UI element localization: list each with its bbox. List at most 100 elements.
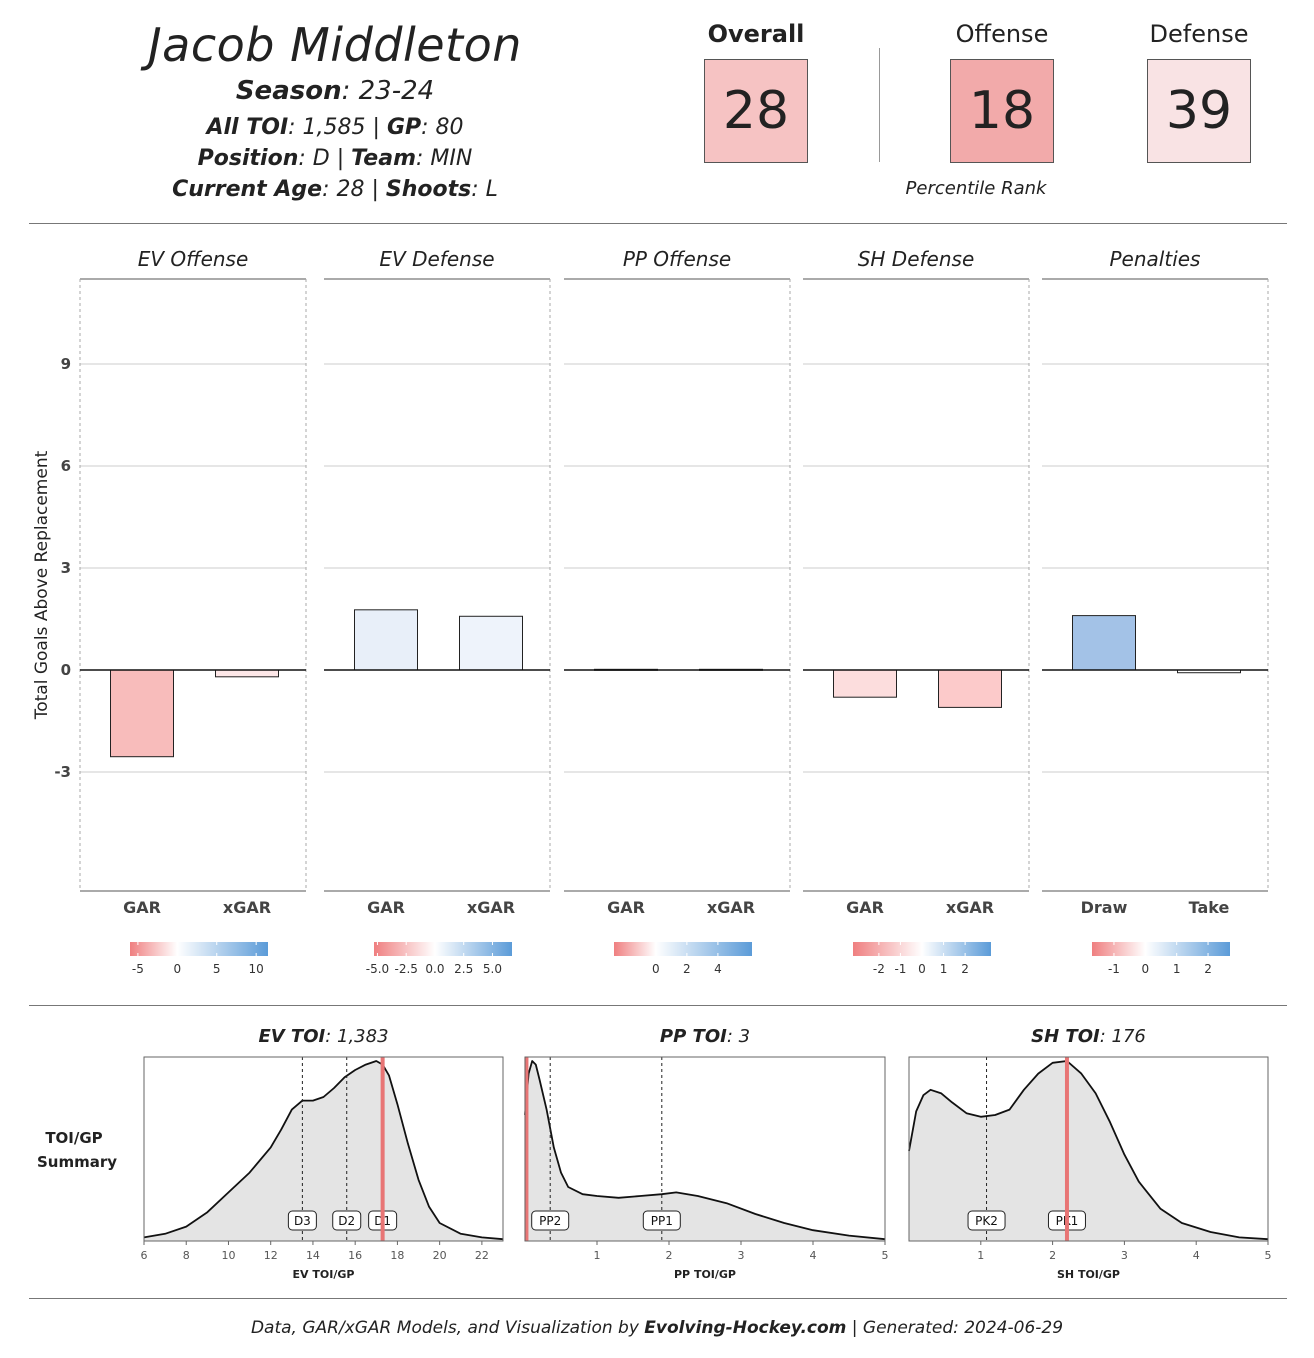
gp-label: GP <box>386 115 422 140</box>
divider-middle <box>29 1005 1287 1006</box>
gar-panel-ev-defense: EV Defense GAR xGAR -5.0 -2.5 0.0 2.5 5.0 <box>324 247 551 976</box>
x-tick-label: xGAR <box>467 898 515 917</box>
legend-tick-label: 2 <box>961 962 969 976</box>
marker-label-pp2: PP2 <box>539 1214 561 1228</box>
panel-title: Penalties <box>1110 247 1201 271</box>
toi-line: All TOI: 1,585 | GP: 80 <box>60 112 610 143</box>
x-tick-label: 5 <box>1265 1249 1272 1262</box>
density-area <box>909 1061 1268 1241</box>
footer-brand: Evolving-Hockey.com <box>644 1318 847 1338</box>
x-tick-label: 4 <box>810 1249 817 1262</box>
toi-panel-frame <box>524 1056 886 1242</box>
y-axis-title: Total Goals Above Replacement <box>32 450 52 720</box>
player-info: Jacob Middleton Season: 23-24 All TOI: 1… <box>60 16 610 205</box>
footer: Data, GAR/xGAR Models, and Visualization… <box>0 1318 1314 1338</box>
team-label: Team <box>351 146 416 171</box>
density-line <box>524 1060 886 1241</box>
legend-tick-label: -1 <box>1108 962 1120 976</box>
toi-title-label: EV TOI <box>258 1026 325 1047</box>
toi-title-label: PP TOI <box>660 1026 727 1047</box>
bar-xgar <box>459 615 523 671</box>
x-tick-label: Take <box>1189 898 1230 917</box>
overall-rank-box: 28 <box>704 59 808 163</box>
percentile-caption: Percentile Rank <box>905 178 1047 199</box>
legend-colorbar <box>374 942 512 956</box>
x-axis-title: PP TOI/GP <box>674 1268 736 1281</box>
legend-colorbar <box>1092 942 1230 956</box>
overall-label: Overall <box>707 20 805 48</box>
density-area <box>144 1061 503 1241</box>
bar-xgar <box>938 669 1002 708</box>
x-tick-label: xGAR <box>707 898 755 917</box>
toi-title-value: : 3 <box>727 1026 750 1047</box>
y-tick-label: -3 <box>54 763 71 781</box>
toi-title-label: SH TOI <box>1031 1026 1100 1047</box>
offense-rank-box: 18 <box>950 59 1054 163</box>
shoots-value: : L <box>471 177 498 202</box>
density-area <box>525 1061 885 1241</box>
toi-panel-title: EV TOI: 1,383 <box>258 1026 388 1047</box>
row-label-line1: TOI/GP <box>45 1129 102 1147</box>
legend-tick-label: 2 <box>1204 962 1212 976</box>
x-tick-label: 18 <box>390 1249 404 1262</box>
toi-panel-ev-toi: EV TOI: 1,383D3D2D16810121416182022EV TO… <box>141 1026 504 1281</box>
age-label: Current Age <box>172 177 323 202</box>
x-tick-label: xGAR <box>946 898 994 917</box>
density-line <box>143 1060 504 1241</box>
defense-label: Defense <box>1149 20 1249 48</box>
toi-panel-sh-toi: SH TOI: 176PK2PK112345SH TOI/GP <box>908 1026 1272 1281</box>
legend-tick-label: -1 <box>894 962 906 976</box>
legend-tick-label: -5 <box>132 962 144 976</box>
age-value: : 28 | <box>322 177 386 202</box>
team-value: : MIN <box>416 146 473 171</box>
offense-label: Offense <box>955 20 1049 48</box>
legend-tick-label: 0 <box>918 962 926 976</box>
position-label: Position <box>197 146 299 171</box>
x-tick-label: 6 <box>141 1249 148 1262</box>
x-tick-label: GAR <box>367 898 405 917</box>
footer-suffix: | Generated: 2024-06-29 <box>846 1318 1064 1338</box>
x-tick-label: 2 <box>666 1249 673 1262</box>
legend-tick-label: 10 <box>249 962 264 976</box>
panel-title: EV Offense <box>138 247 249 271</box>
x-tick-label: 4 <box>1193 1249 1200 1262</box>
density-line <box>908 1060 1269 1241</box>
legend-tick-label: -5.0 <box>366 962 389 976</box>
gar-panel-pp-offense: PP Offense GAR xGAR 0 2 4 <box>564 247 791 976</box>
x-tick-label: 1 <box>594 1249 601 1262</box>
divider-top <box>29 223 1287 224</box>
x-tick-label: Draw <box>1081 898 1128 917</box>
bar-gar <box>110 669 174 758</box>
x-tick-label: 14 <box>306 1249 320 1262</box>
toi-panel-pp-toi: PP TOI: 3 PP2 PP1 1 2 3 4 5 PP TOI/GP <box>524 1026 889 1281</box>
season-value: : 23-24 <box>341 76 435 106</box>
gar-panel-sh-defense: SH Defense GAR xGAR -2 -1 0 1 2 <box>803 247 1030 976</box>
bar-gar <box>354 609 418 671</box>
gar-panel-penalties: Penalties Draw Take -1 0 1 2 <box>1042 247 1269 976</box>
x-tick-label: 3 <box>738 1249 745 1262</box>
y-tick-label: 6 <box>61 457 71 475</box>
legend-tick-label: -2.5 <box>394 962 417 976</box>
bar-gar <box>833 669 897 698</box>
x-tick-label: 20 <box>433 1249 447 1262</box>
position-value: : D | <box>298 146 352 171</box>
row-label-line2: Summary <box>37 1153 117 1171</box>
legend-tick-label: 2.5 <box>454 962 473 976</box>
toi-panel-frame <box>143 1056 504 1242</box>
divider-bottom <box>29 1298 1287 1299</box>
marker-label-pk2: PK2 <box>975 1214 998 1228</box>
marker-label-box <box>531 1210 570 1231</box>
marker-label-d3: D3 <box>294 1214 311 1228</box>
y-tick-label: 0 <box>61 661 71 679</box>
x-tick-label: 2 <box>1049 1249 1056 1262</box>
x-tick-label: 12 <box>264 1249 278 1262</box>
marker-label-box <box>967 1210 1006 1231</box>
x-tick-label: GAR <box>607 898 645 917</box>
defense-rank-box: 39 <box>1147 59 1251 163</box>
season-line: Season: 23-24 <box>60 74 610 108</box>
toi-title-value: : 176 <box>1100 1026 1146 1047</box>
legend-tick-label: 0 <box>1141 962 1149 976</box>
x-tick-label: 3 <box>1121 1249 1128 1262</box>
gar-panel-ev-offense: EV Offense GAR xGAR -5 0 5 10 <box>79 247 307 976</box>
